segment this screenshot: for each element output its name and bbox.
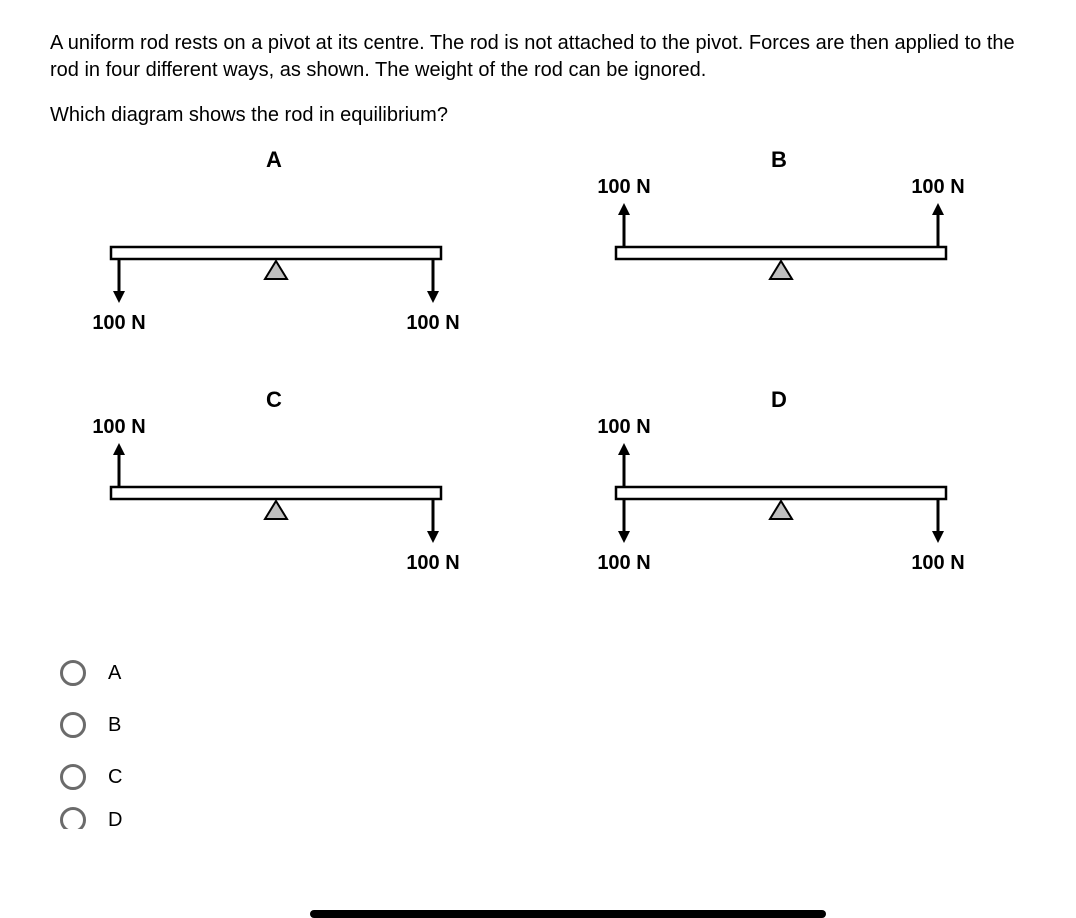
force-label: 100 N <box>911 552 964 574</box>
radio-icon[interactable] <box>60 807 86 833</box>
force-label: 100 N <box>911 176 964 198</box>
diagram-B: B 100 N 100 N <box>561 147 1001 377</box>
force-label: 100 N <box>406 552 459 574</box>
option-A[interactable]: A <box>60 647 1026 699</box>
force-label: 100 N <box>597 552 650 574</box>
option-D[interactable]: D <box>60 803 1026 837</box>
question-prompt: Which diagram shows the rod in equilibri… <box>50 102 1026 129</box>
diagram-C: C 100 N 100 N <box>56 387 496 617</box>
diagram-A: A 100 N 100 N <box>56 147 496 377</box>
option-label: B <box>108 714 121 737</box>
diagram-svg-D: 100 N 100 N 100 N <box>561 387 1001 617</box>
page-root: A uniform rod rests on a pivot at its ce… <box>0 0 1076 918</box>
horizontal-scrollbar[interactable] <box>310 910 826 918</box>
options-list: A B C D <box>60 647 1026 837</box>
diagram-D: D 100 N 100 N 100 N <box>561 387 1001 617</box>
option-label: A <box>108 662 121 685</box>
diagram-svg-A: 100 N 100 N <box>56 147 496 377</box>
radio-icon[interactable] <box>60 764 86 790</box>
radio-icon[interactable] <box>60 660 86 686</box>
option-label: C <box>108 766 122 789</box>
force-label: 100 N <box>92 312 145 334</box>
force-label: 100 N <box>597 176 650 198</box>
diagram-svg-C: 100 N 100 N <box>56 387 496 617</box>
diagrams-grid: A 100 N 100 N B <box>56 147 1026 617</box>
force-label: 100 N <box>92 416 145 438</box>
question-text: A uniform rod rests on a pivot at its ce… <box>50 30 1026 84</box>
option-label: D <box>108 809 122 832</box>
force-label: 100 N <box>597 416 650 438</box>
radio-icon[interactable] <box>60 712 86 738</box>
option-C[interactable]: C <box>60 751 1026 803</box>
diagram-svg-B: 100 N 100 N <box>561 147 1001 377</box>
option-B[interactable]: B <box>60 699 1026 751</box>
force-label: 100 N <box>406 312 459 334</box>
